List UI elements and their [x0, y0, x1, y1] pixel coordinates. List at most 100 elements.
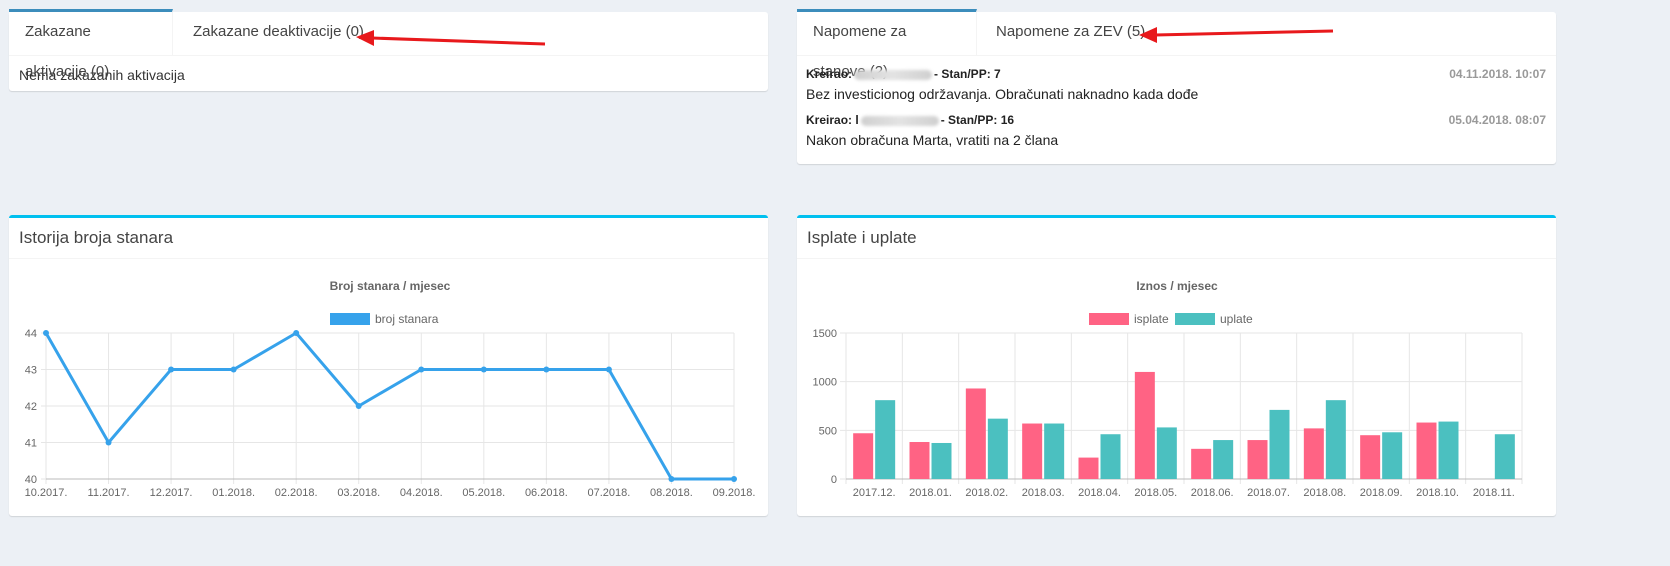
y-tick-label: 1000	[813, 377, 837, 389]
x-tick-label: 07.2018.	[587, 487, 630, 499]
x-tick-label: 2017.12.	[853, 487, 896, 499]
bar-isplate	[1303, 428, 1324, 479]
note-creator-label: Kreirao:	[806, 67, 853, 81]
note-unit: - Stan/PP: 7	[934, 67, 1001, 81]
bar-uplate	[1213, 440, 1234, 479]
data-point	[480, 366, 487, 373]
bar-uplate	[1156, 427, 1177, 479]
x-tick-label: 09.2018.	[713, 487, 756, 499]
payments-panel: Isplate i uplate Iznos / mjesec isplate …	[797, 215, 1556, 516]
activations-tabbar: Zakazane aktivacije (0) Zakazane deaktiv…	[9, 9, 768, 80]
x-tick-label: 2018.03.	[1022, 487, 1065, 499]
bar-uplate	[1044, 423, 1065, 479]
legend-swatch	[330, 313, 370, 325]
note-date: 05.04.2018. 08:07	[1448, 113, 1546, 127]
bar-uplate	[1438, 421, 1459, 479]
data-point	[543, 366, 550, 373]
notes-list: Kreirao: - Stan/PP: 7 04.11.2018. 10:07 B…	[797, 56, 1556, 148]
series-line	[44, 331, 734, 481]
x-tick-label: 11.2017.	[88, 487, 130, 499]
x-tick-label: 2018.01.	[909, 487, 952, 499]
data-point	[230, 366, 237, 373]
y-tick-label: 40	[25, 474, 37, 486]
note-header: Kreirao: l - Stan/PP: 16 05.04.2018. 08:0…	[806, 112, 1546, 128]
x-tick-label: 2018.06.	[1191, 487, 1234, 499]
tab-scheduled-deactivations[interactable]: Zakazane deaktivacije (0)	[193, 23, 364, 40]
x-tick-label: 01.2018.	[212, 487, 255, 499]
activations-panel: Zakazane aktivacije (0) Zakazane deaktiv…	[9, 9, 768, 91]
note-unit: - Stan/PP: 16	[940, 113, 1015, 127]
data-point	[605, 366, 612, 373]
legend-label: uplate	[1220, 312, 1253, 326]
bar-isplate	[1134, 371, 1155, 479]
bar-isplate	[965, 388, 986, 479]
bar-isplate	[1360, 435, 1381, 479]
data-point	[293, 330, 300, 336]
x-tick-label: 03.2018.	[337, 487, 380, 499]
data-point	[168, 366, 175, 373]
bar-uplate	[1494, 434, 1515, 479]
x-tick-label: 10.2017.	[25, 487, 68, 499]
data-point	[731, 476, 737, 482]
bar-uplate	[875, 400, 896, 479]
legend-swatch-isplate	[1089, 313, 1129, 325]
legend-label: broj stanara	[375, 312, 439, 326]
x-tick-label: 2018.02.	[965, 487, 1008, 499]
annotation-arrow-right	[1139, 27, 1334, 43]
bar-isplate	[1191, 448, 1212, 479]
bar-uplate	[931, 442, 952, 479]
x-tick-label: 2018.04.	[1078, 487, 1121, 499]
panel-title: Isplate i uplate	[797, 218, 1556, 259]
y-tick-label: 500	[819, 425, 837, 437]
notes-panel: Napomene za stanove (2) Napomene za ZEV …	[797, 9, 1556, 164]
note-item: Kreirao: - Stan/PP: 7 04.11.2018. 10:07 B…	[806, 66, 1546, 102]
legend-label: isplate	[1134, 312, 1169, 326]
x-tick-label: 2018.08.	[1303, 487, 1346, 499]
x-tick-label: 2018.11.	[1473, 487, 1515, 499]
y-tick-label: 1500	[813, 328, 837, 340]
bar-uplate	[1100, 434, 1121, 479]
y-tick-label: 41	[25, 438, 37, 450]
x-tick-label: 04.2018.	[400, 487, 443, 499]
y-tick-label: 42	[25, 401, 37, 413]
redacted-name	[860, 115, 939, 126]
note-date: 04.11.2018. 10:07	[1449, 67, 1546, 81]
data-point	[105, 439, 112, 446]
y-tick-label: 43	[25, 365, 37, 377]
bar-isplate	[909, 442, 930, 479]
bar-isplate	[1022, 423, 1043, 479]
x-tick-label: 12.2017.	[150, 487, 193, 499]
data-point	[668, 476, 675, 482]
x-tick-label: 2018.05.	[1134, 487, 1177, 499]
bar-uplate	[1269, 409, 1290, 479]
bar-uplate	[987, 418, 1008, 479]
tab-scheduled-activations[interactable]: Zakazane aktivacije (0)	[9, 9, 173, 80]
bar-uplate	[1382, 432, 1403, 479]
bar-uplate	[1325, 400, 1346, 479]
tab-zev-notes[interactable]: Napomene za ZEV (5)	[996, 23, 1146, 40]
x-tick-label: 2018.10.	[1416, 487, 1459, 499]
note-text: Bez investicionog održavanja. Obračunati…	[806, 86, 1199, 102]
x-tick-label: 2018.09.	[1360, 487, 1403, 499]
tab-unit-notes[interactable]: Napomene za stanove (2)	[797, 9, 977, 80]
history-panel: Istorija broja stanara Broj stanara / mj…	[9, 215, 768, 516]
bar-isplate	[1416, 422, 1437, 479]
data-point	[43, 330, 49, 336]
note-item: Kreirao: l - Stan/PP: 16 05.04.2018. 08:0…	[806, 112, 1546, 148]
x-tick-label: 08.2018.	[650, 487, 693, 499]
chart-title: Broj stanara / mjesec	[330, 279, 451, 293]
note-text: Nakon obračuna Marta, vratiti na 2 člana	[806, 132, 1059, 148]
x-tick-label: 2018.07.	[1247, 487, 1290, 499]
x-tick-label: 02.2018.	[275, 487, 318, 499]
line-chart: Broj stanara / mjesec broj stanara 40 41 4…	[25, 279, 756, 499]
note-creator-label: Kreirao: l	[806, 113, 859, 127]
data-point	[418, 366, 425, 373]
bar-isplate	[1247, 440, 1268, 479]
bar-isplate	[1078, 457, 1099, 479]
y-tick-label: 44	[25, 328, 37, 340]
redacted-name	[854, 69, 933, 80]
annotation-arrow-left	[356, 30, 546, 46]
bar-chart: Iznos / mjesec isplate uplate 0 500 1000 15…	[813, 279, 1523, 499]
data-point	[355, 403, 362, 409]
activations-empty-text: Nema zakazanih aktivacija	[19, 67, 185, 83]
